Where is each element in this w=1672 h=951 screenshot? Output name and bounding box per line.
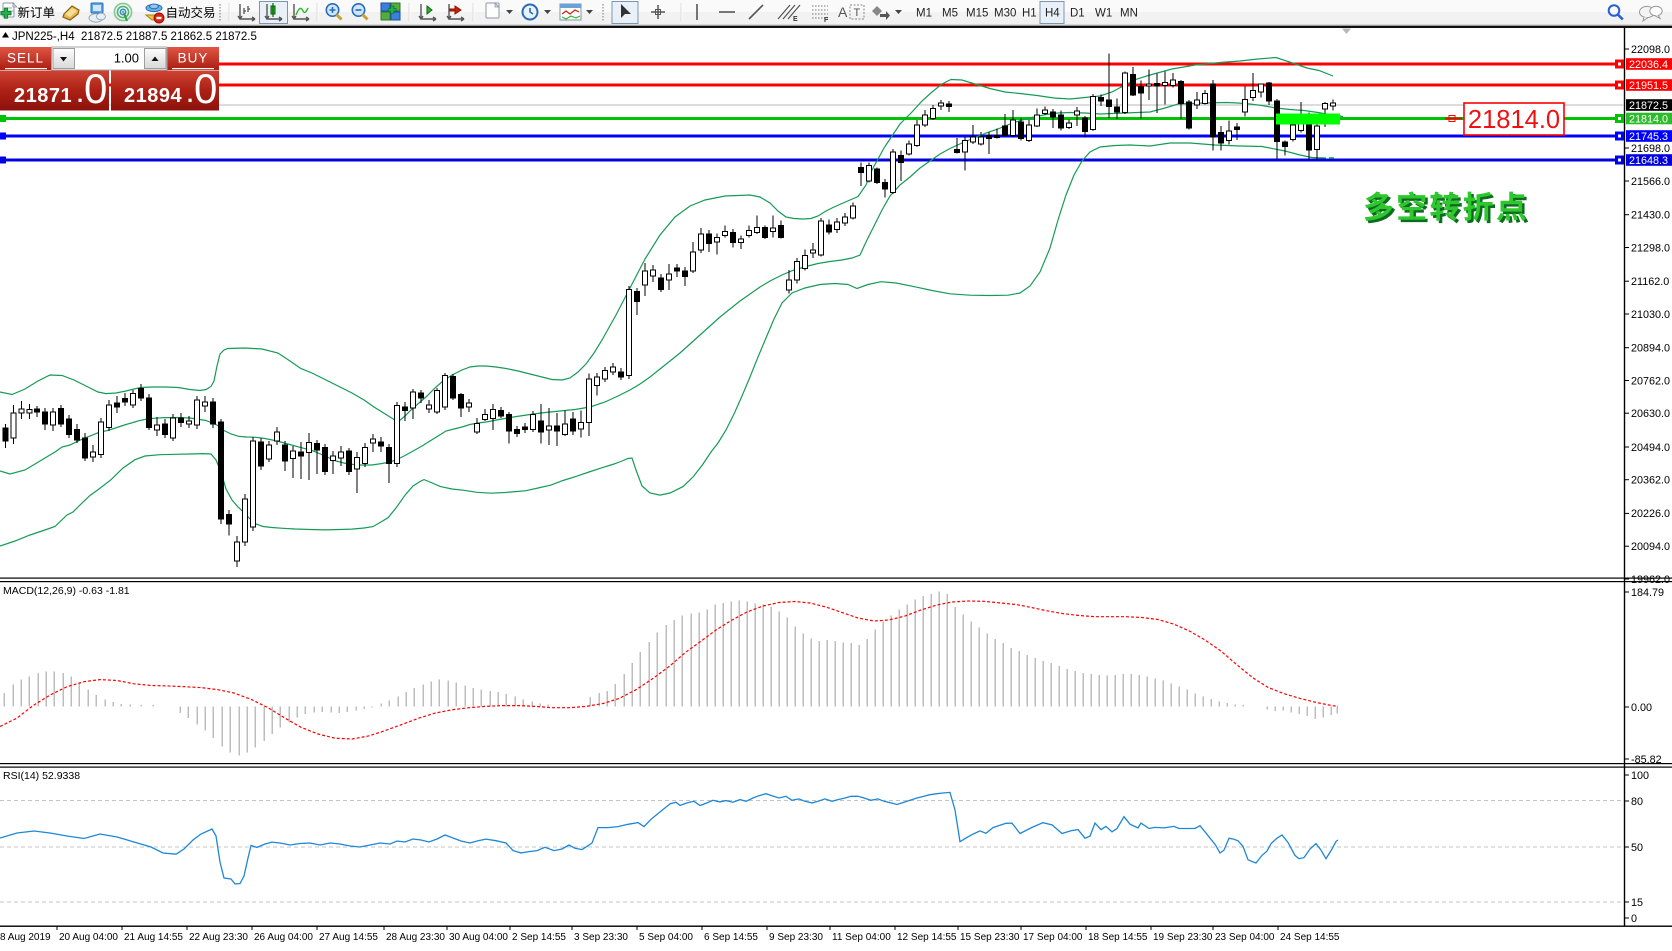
svg-text:21566.0: 21566.0 <box>1631 176 1670 188</box>
svg-text:A: A <box>838 4 848 20</box>
svg-text:M30: M30 <box>994 8 1016 20</box>
svg-text:19962.0: 19962.0 <box>1631 574 1670 586</box>
svg-text:BUY: BUY <box>178 51 209 66</box>
svg-text:20894.0: 20894.0 <box>1631 343 1670 355</box>
svg-text:21298.0: 21298.0 <box>1631 242 1670 254</box>
svg-text:21745.3: 21745.3 <box>1629 131 1668 143</box>
svg-text:24 Sep 14:55: 24 Sep 14:55 <box>1280 932 1340 943</box>
svg-text:T: T <box>854 7 861 19</box>
svg-text:21871: 21871 <box>14 85 72 107</box>
svg-text:26 Aug 04:00: 26 Aug 04:00 <box>254 932 313 943</box>
svg-text:20494.0: 20494.0 <box>1631 442 1670 454</box>
svg-text:17 Sep 04:00: 17 Sep 04:00 <box>1023 932 1083 943</box>
svg-text:21894: 21894 <box>124 85 182 107</box>
svg-text:3 Sep 23:30: 3 Sep 23:30 <box>574 932 628 943</box>
svg-text:M15: M15 <box>966 8 988 20</box>
svg-text:28 Aug 23:30: 28 Aug 23:30 <box>386 932 445 943</box>
svg-text:22036.4: 22036.4 <box>1629 59 1668 71</box>
svg-text:RSI(14) 52.9338: RSI(14) 52.9338 <box>3 770 80 782</box>
svg-text:19 Sep 23:30: 19 Sep 23:30 <box>1153 932 1213 943</box>
svg-text:22098.0: 22098.0 <box>1631 44 1670 56</box>
svg-text:30 Aug 04:00: 30 Aug 04:00 <box>449 932 508 943</box>
svg-text:.: . <box>187 82 193 107</box>
svg-text:0: 0 <box>84 65 107 112</box>
svg-text:20630.0: 20630.0 <box>1631 408 1670 420</box>
svg-text:23 Sep 04:00: 23 Sep 04:00 <box>1215 932 1275 943</box>
svg-text:0: 0 <box>1631 913 1637 925</box>
svg-text:27 Aug 14:55: 27 Aug 14:55 <box>319 932 378 943</box>
svg-text:JPN225-,H4 21872.5 21887.5 21: JPN225-,H4 21872.5 21887.5 21862.5 21872… <box>12 31 257 43</box>
svg-text:21648.3: 21648.3 <box>1629 155 1668 167</box>
svg-text:8 Aug 2019: 8 Aug 2019 <box>0 932 51 943</box>
svg-text:100: 100 <box>1631 770 1649 782</box>
svg-text:M1: M1 <box>916 8 932 20</box>
svg-text:20 Aug 04:00: 20 Aug 04:00 <box>59 932 118 943</box>
svg-text:D1: D1 <box>1070 8 1085 20</box>
svg-text:21 Aug 14:55: 21 Aug 14:55 <box>124 932 183 943</box>
svg-text:21951.5: 21951.5 <box>1629 80 1668 92</box>
svg-text:21814.0: 21814.0 <box>1629 113 1668 125</box>
svg-text:F: F <box>824 17 829 24</box>
svg-text:21698.0: 21698.0 <box>1631 143 1670 155</box>
svg-text:18 Sep 14:55: 18 Sep 14:55 <box>1088 932 1148 943</box>
svg-text:21162.0: 21162.0 <box>1631 276 1669 288</box>
svg-text:21872.5: 21872.5 <box>1629 100 1668 112</box>
svg-text:-85.82: -85.82 <box>1631 754 1662 766</box>
svg-text:20094.0: 20094.0 <box>1631 541 1670 553</box>
svg-text:E: E <box>793 16 798 23</box>
svg-text:22 Aug 23:30: 22 Aug 23:30 <box>189 932 248 943</box>
svg-text:H4: H4 <box>1045 8 1060 20</box>
svg-text:20226.0: 20226.0 <box>1631 508 1670 520</box>
svg-text:15: 15 <box>1631 897 1643 909</box>
svg-text:80: 80 <box>1631 796 1643 808</box>
svg-text:11 Sep 04:00: 11 Sep 04:00 <box>832 932 891 943</box>
svg-text:.: . <box>77 82 83 107</box>
svg-text:1.00: 1.00 <box>114 51 139 66</box>
svg-text:20362.0: 20362.0 <box>1631 475 1670 487</box>
svg-text:21430.0: 21430.0 <box>1631 210 1670 222</box>
svg-text:21814.0: 21814.0 <box>1468 106 1560 134</box>
svg-text:184.79: 184.79 <box>1631 587 1664 599</box>
svg-text:MN: MN <box>1120 8 1138 20</box>
svg-text:MACD(12,26,9) -0.63 -1.81: MACD(12,26,9) -0.63 -1.81 <box>3 585 130 597</box>
svg-text:2 Sep 14:55: 2 Sep 14:55 <box>512 932 566 943</box>
svg-text:21030.0: 21030.0 <box>1631 309 1670 321</box>
svg-text:W1: W1 <box>1095 8 1112 20</box>
svg-text:50: 50 <box>1631 842 1643 854</box>
svg-text:SELL: SELL <box>7 51 44 66</box>
svg-text:0.00: 0.00 <box>1631 702 1652 714</box>
svg-text:6 Sep 14:55: 6 Sep 14:55 <box>704 932 758 943</box>
svg-text:M5: M5 <box>942 8 958 20</box>
svg-text:20762.0: 20762.0 <box>1631 375 1670 387</box>
svg-text:5 Sep 04:00: 5 Sep 04:00 <box>639 932 693 943</box>
svg-text:9 Sep 23:30: 9 Sep 23:30 <box>769 932 823 943</box>
svg-text:H1: H1 <box>1022 8 1037 20</box>
svg-text:0: 0 <box>194 65 217 112</box>
svg-text:12 Sep 14:55: 12 Sep 14:55 <box>897 932 957 943</box>
svg-text:15 Sep 23:30: 15 Sep 23:30 <box>960 932 1020 943</box>
